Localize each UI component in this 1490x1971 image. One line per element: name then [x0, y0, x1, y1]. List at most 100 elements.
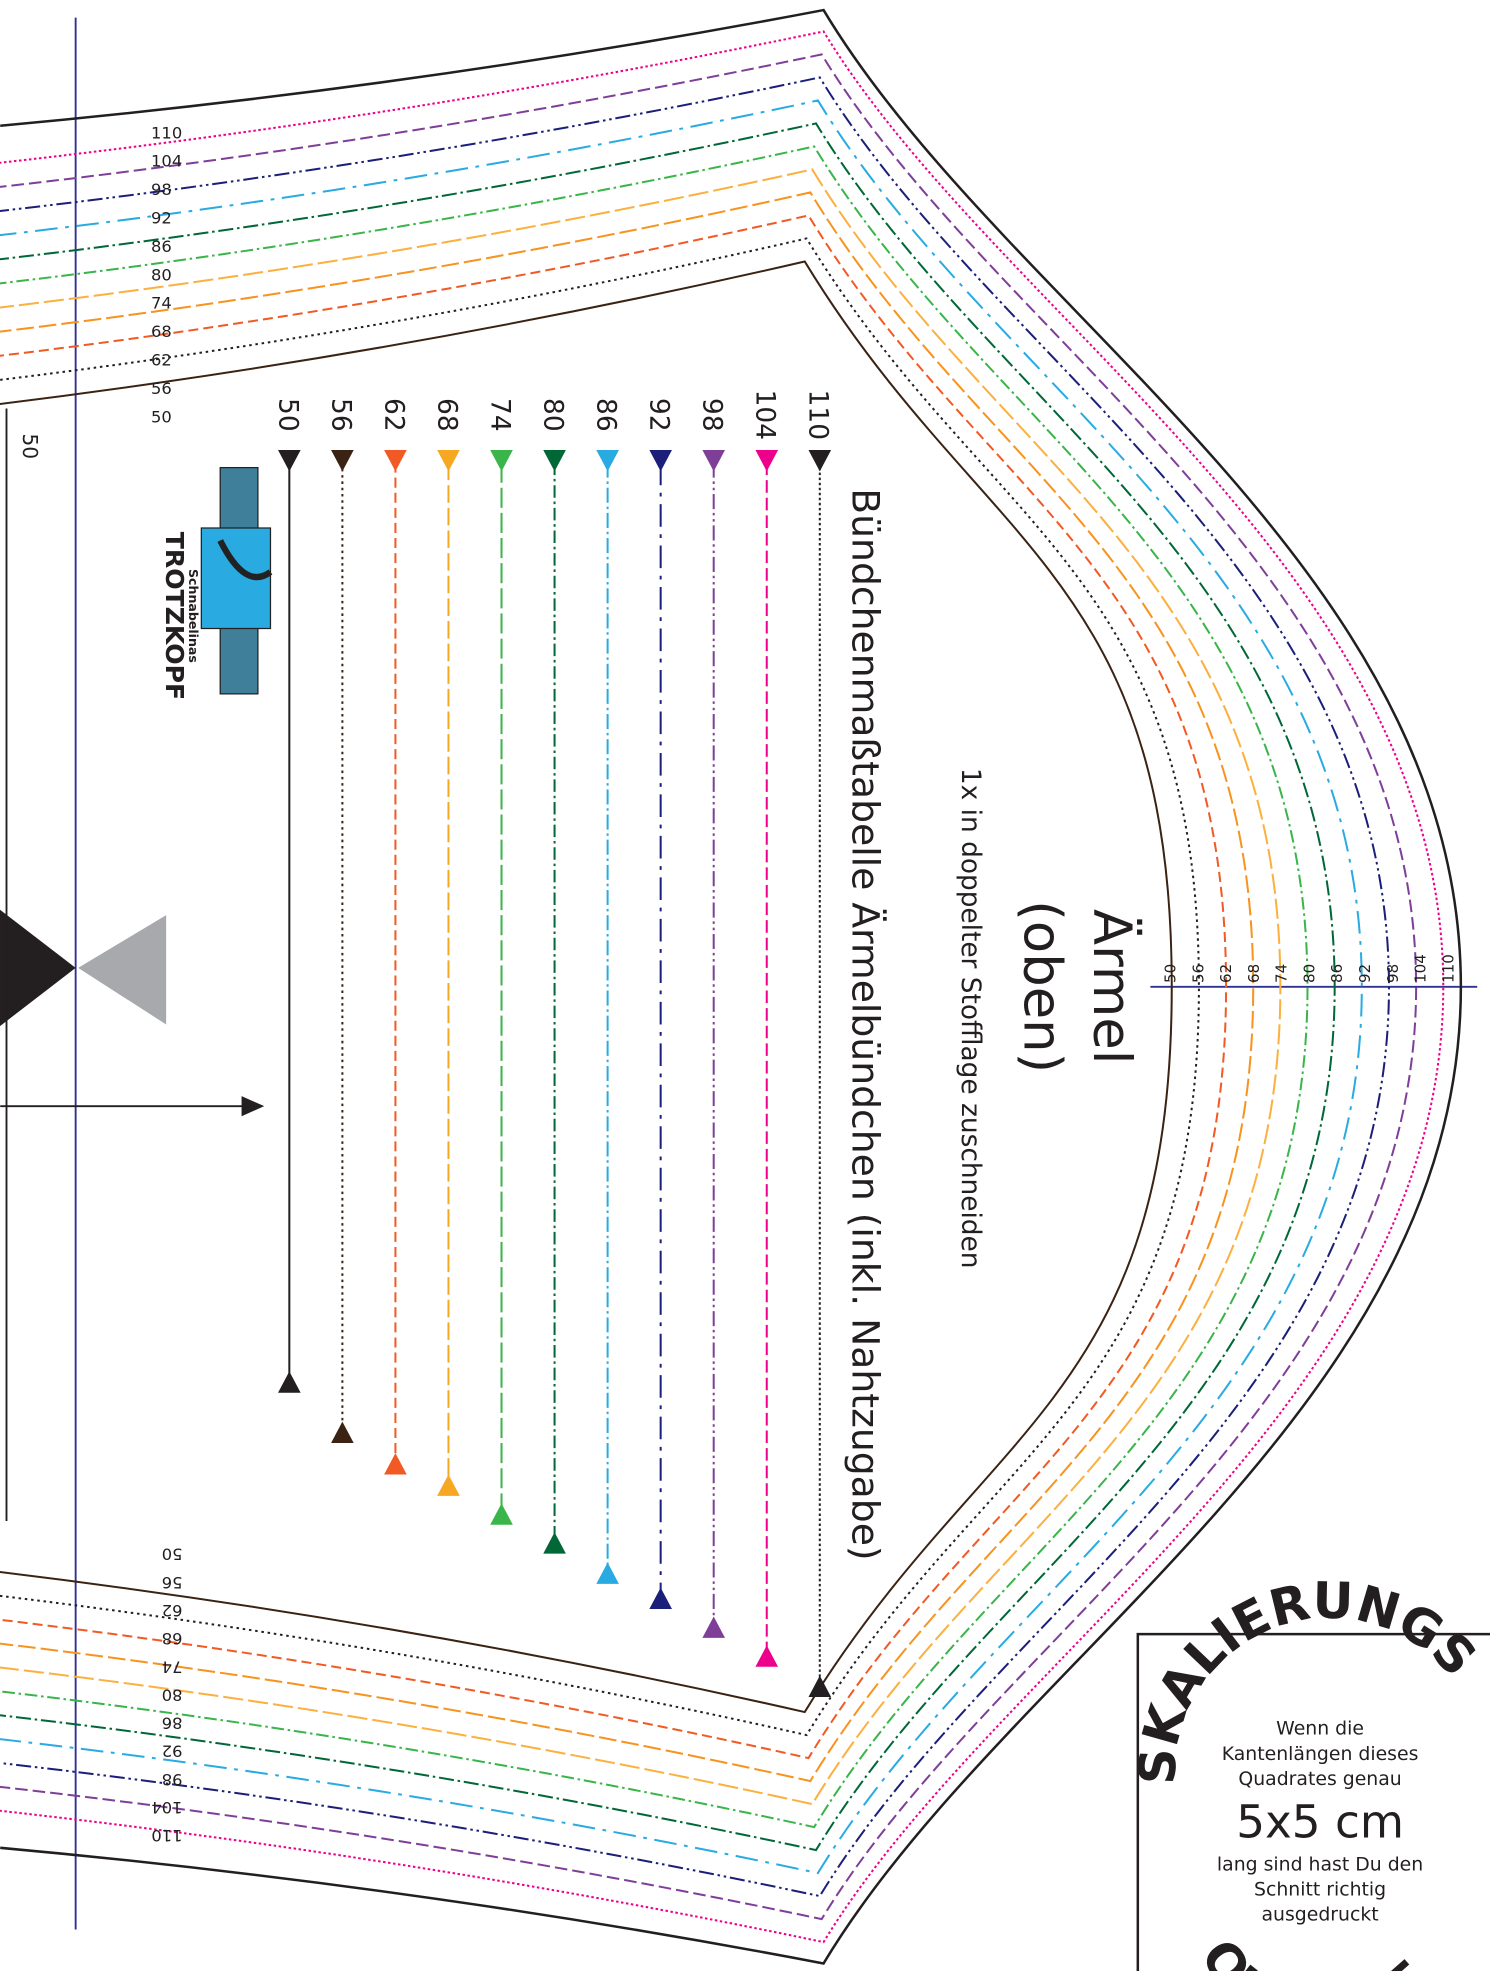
cuff-marker — [543, 450, 566, 472]
cuff-marker — [702, 450, 726, 472]
size-label: 50 — [162, 1545, 183, 1564]
size-label: 74 — [162, 1657, 183, 1676]
cuff-marker — [808, 1675, 832, 1697]
cuff-marker — [490, 450, 513, 472]
cuff-marker — [755, 1645, 779, 1667]
cuff-marker — [331, 450, 354, 472]
scale-box: SKALIERUNGS QUADRAT Wenn die Kantenlänge… — [1128, 1571, 1490, 1971]
size-label: 62 — [151, 351, 172, 370]
cuff-marker — [384, 1453, 407, 1475]
scale-text: ausgedruckt — [1261, 1905, 1378, 1926]
cuff-marker — [278, 1371, 301, 1393]
size-line — [0, 53, 1418, 1921]
scale-size: 5x5 cm — [1236, 1796, 1404, 1849]
cuff-marker — [755, 450, 779, 472]
size-line — [0, 191, 1255, 1783]
cuff-marker — [437, 450, 460, 472]
cuff-table-title: Bündchenmaßtabelle Ärmelbündchen (inkl. … — [843, 488, 887, 1560]
cuff-marker — [702, 1616, 726, 1638]
cuff-marker — [649, 450, 672, 472]
scale-square — [1136, 1632, 1490, 1971]
cuff-size-label: 104 — [750, 390, 780, 440]
size-label: 86 — [151, 237, 172, 256]
scale-text: Wenn die — [1276, 1719, 1364, 1740]
cuff-marker — [649, 1587, 672, 1609]
size-label: 56 — [151, 379, 172, 398]
subtitle: (oben) — [1012, 900, 1073, 1073]
size-label: 68 — [162, 1629, 183, 1648]
cuff-size-label: 56 — [325, 398, 355, 432]
size-label: 92 — [162, 1742, 183, 1761]
cuff-marker — [543, 1532, 566, 1554]
size-label: 98 — [151, 180, 172, 199]
size-label: 80 — [151, 265, 172, 284]
size-label: 92 — [1356, 964, 1374, 983]
size-line — [0, 99, 1363, 1875]
size-label: 68 — [151, 322, 172, 341]
cuff-marker — [331, 1421, 354, 1444]
logo: Schnabelinas TROTZKOPF — [160, 466, 273, 700]
size-label: 68 — [1245, 964, 1263, 983]
size-label: 98 — [162, 1770, 183, 1789]
cuff-size-label: 110 — [803, 390, 833, 440]
size-label: 50 — [18, 433, 42, 459]
size-line — [0, 122, 1336, 1852]
scale-text: lang sind hast Du den — [1217, 1854, 1423, 1875]
logo-collar — [217, 539, 273, 581]
scale-text: Quadrates genau — [1238, 1769, 1401, 1790]
size-label: 92 — [151, 208, 172, 227]
size-line — [0, 168, 1282, 1806]
size-label: 86 — [162, 1714, 183, 1733]
size-label: 50 — [151, 407, 172, 426]
scale-text: Schnitt richtig — [1254, 1880, 1386, 1901]
scale-text: Kantenlängen dieses — [1222, 1744, 1419, 1765]
size-label: 50 — [1162, 964, 1180, 983]
cuff-size-label: 92 — [644, 398, 674, 432]
size-label: 104 — [1412, 954, 1430, 983]
size-label: 86 — [1328, 964, 1346, 983]
cuff-size-label: 86 — [591, 398, 621, 432]
logo-text: Schnabelinas — [186, 569, 201, 663]
size-label: 104 — [151, 1798, 182, 1817]
size-label: 110 — [151, 1826, 182, 1845]
size-label: 62 — [162, 1601, 183, 1620]
size-label: 56 — [1189, 964, 1207, 983]
notch-marker — [0, 909, 76, 1027]
size-label: 104 — [151, 152, 182, 171]
size-label: 74 — [151, 294, 172, 313]
size-label: 62 — [1217, 964, 1235, 983]
size-label: 110 — [1439, 954, 1457, 983]
size-label: 110 — [151, 123, 182, 142]
size-label: 80 — [162, 1685, 183, 1704]
cuff-size-label: 50 — [272, 398, 302, 432]
cuff-marker — [437, 1474, 460, 1496]
size-line — [0, 214, 1228, 1760]
size-line — [0, 260, 1173, 1714]
size-label: 98 — [1384, 964, 1402, 983]
size-label: 56 — [162, 1573, 183, 1592]
size-label: 80 — [1300, 964, 1318, 983]
cuff-marker — [278, 450, 301, 472]
cuff-marker — [490, 1503, 513, 1525]
cuff-size-label: 80 — [538, 398, 568, 432]
cuff-size-label: 74 — [484, 398, 514, 432]
cuff-marker — [596, 450, 619, 472]
instruction: 1x in doppelter Stofflage zuschneiden — [955, 768, 985, 1269]
size-line — [0, 145, 1309, 1829]
cuff-size-label: 68 — [431, 398, 461, 432]
cuff-size-label: 62 — [378, 398, 408, 432]
size-label: 74 — [1273, 964, 1291, 983]
cuff-marker — [596, 1562, 619, 1584]
title: Ärmel — [1081, 909, 1143, 1064]
cuff-marker — [384, 450, 407, 472]
cut-line — [0, 8, 1463, 1965]
cuff-size-label: 98 — [697, 398, 727, 432]
arrow-head — [241, 1096, 265, 1117]
cuff-marker — [808, 450, 832, 472]
notch-marker — [78, 915, 167, 1025]
size-line — [0, 76, 1390, 1898]
logo-body — [200, 527, 272, 630]
logo-text: TROTZKOPF — [160, 532, 189, 700]
